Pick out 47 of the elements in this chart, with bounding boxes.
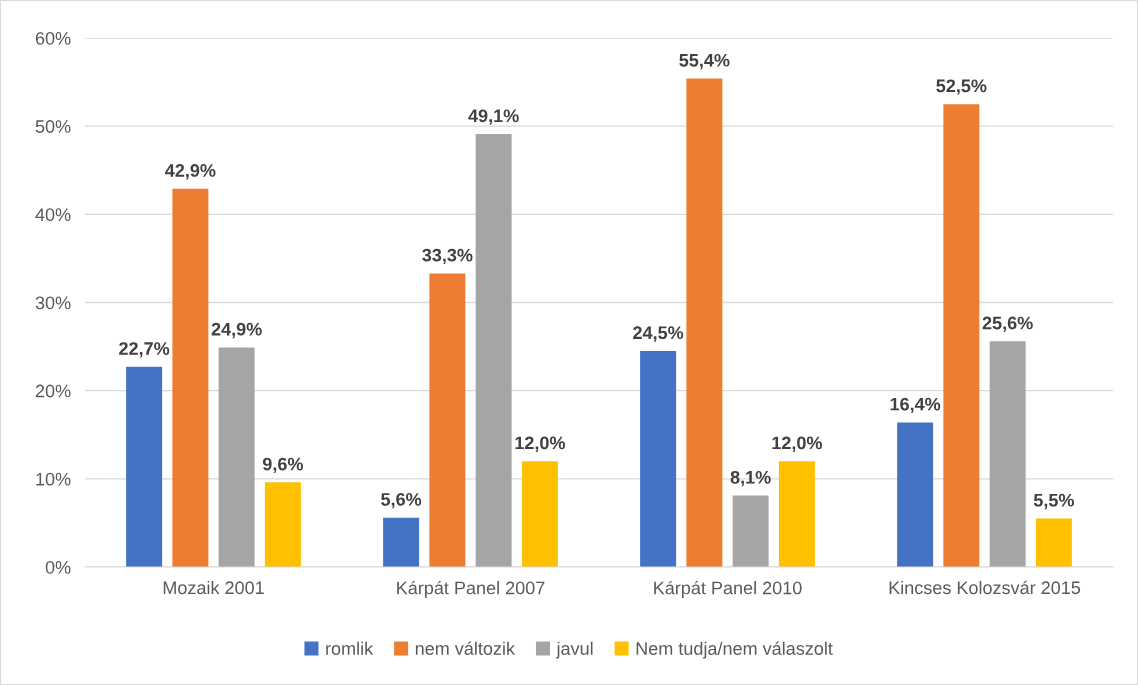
data-label: 16,4% [890, 397, 941, 414]
legend-label: nem változik [415, 641, 516, 655]
bar [778, 461, 815, 567]
y-tick-label: 60% [35, 31, 71, 45]
data-label: 8,1% [730, 470, 771, 487]
bar [429, 273, 466, 567]
y-tick-label: 20% [35, 384, 71, 398]
legend-label: javul [556, 641, 593, 659]
data-label: 42,9% [165, 164, 216, 180]
data-label: 5,6% [381, 492, 422, 509]
y-tick-label: 40% [35, 208, 71, 222]
bar [989, 341, 1026, 567]
bar [383, 517, 420, 567]
data-label: 24,9% [211, 322, 262, 339]
bar [1035, 518, 1072, 567]
data-label: 33,3% [422, 248, 473, 265]
bar [126, 366, 163, 567]
data-label: 5,5% [1033, 493, 1074, 510]
bar [218, 347, 255, 567]
data-label: 12,0% [515, 436, 566, 452]
data-label: 25,6% [982, 316, 1033, 333]
legend-label: romlik [326, 641, 374, 655]
bar [897, 422, 934, 567]
data-label: 9,6% [262, 457, 303, 474]
data-label: 12,0% [772, 436, 823, 452]
bar [732, 495, 769, 567]
data-label: 49,1% [468, 109, 519, 125]
bar [264, 482, 301, 567]
data-label: 52,5% [936, 79, 987, 95]
x-tick-label: Kárpát Panel 2010 [654, 580, 802, 598]
data-label: 22,7% [119, 342, 170, 358]
legend-label: Nem tudja/nem válaszolt [636, 641, 833, 659]
bar [943, 104, 980, 567]
y-tick-label: 30% [35, 296, 71, 310]
x-tick-label: Kincses Kolozsvár 2015 [889, 580, 1081, 595]
bar [640, 350, 677, 567]
x-tick-label: Kárpát Panel 2007 [397, 580, 545, 598]
bar [686, 78, 723, 567]
y-tick-label: 0% [45, 560, 71, 574]
x-tick-label: Mozaik 2001 [163, 580, 264, 595]
y-tick-label: 10% [36, 472, 71, 486]
bar [172, 188, 209, 567]
y-tick-label: 50% [35, 120, 71, 133]
data-label: 24,5% [633, 326, 684, 342]
data-label: 55,4% [679, 53, 730, 70]
bar [475, 134, 512, 567]
bar [521, 461, 558, 567]
